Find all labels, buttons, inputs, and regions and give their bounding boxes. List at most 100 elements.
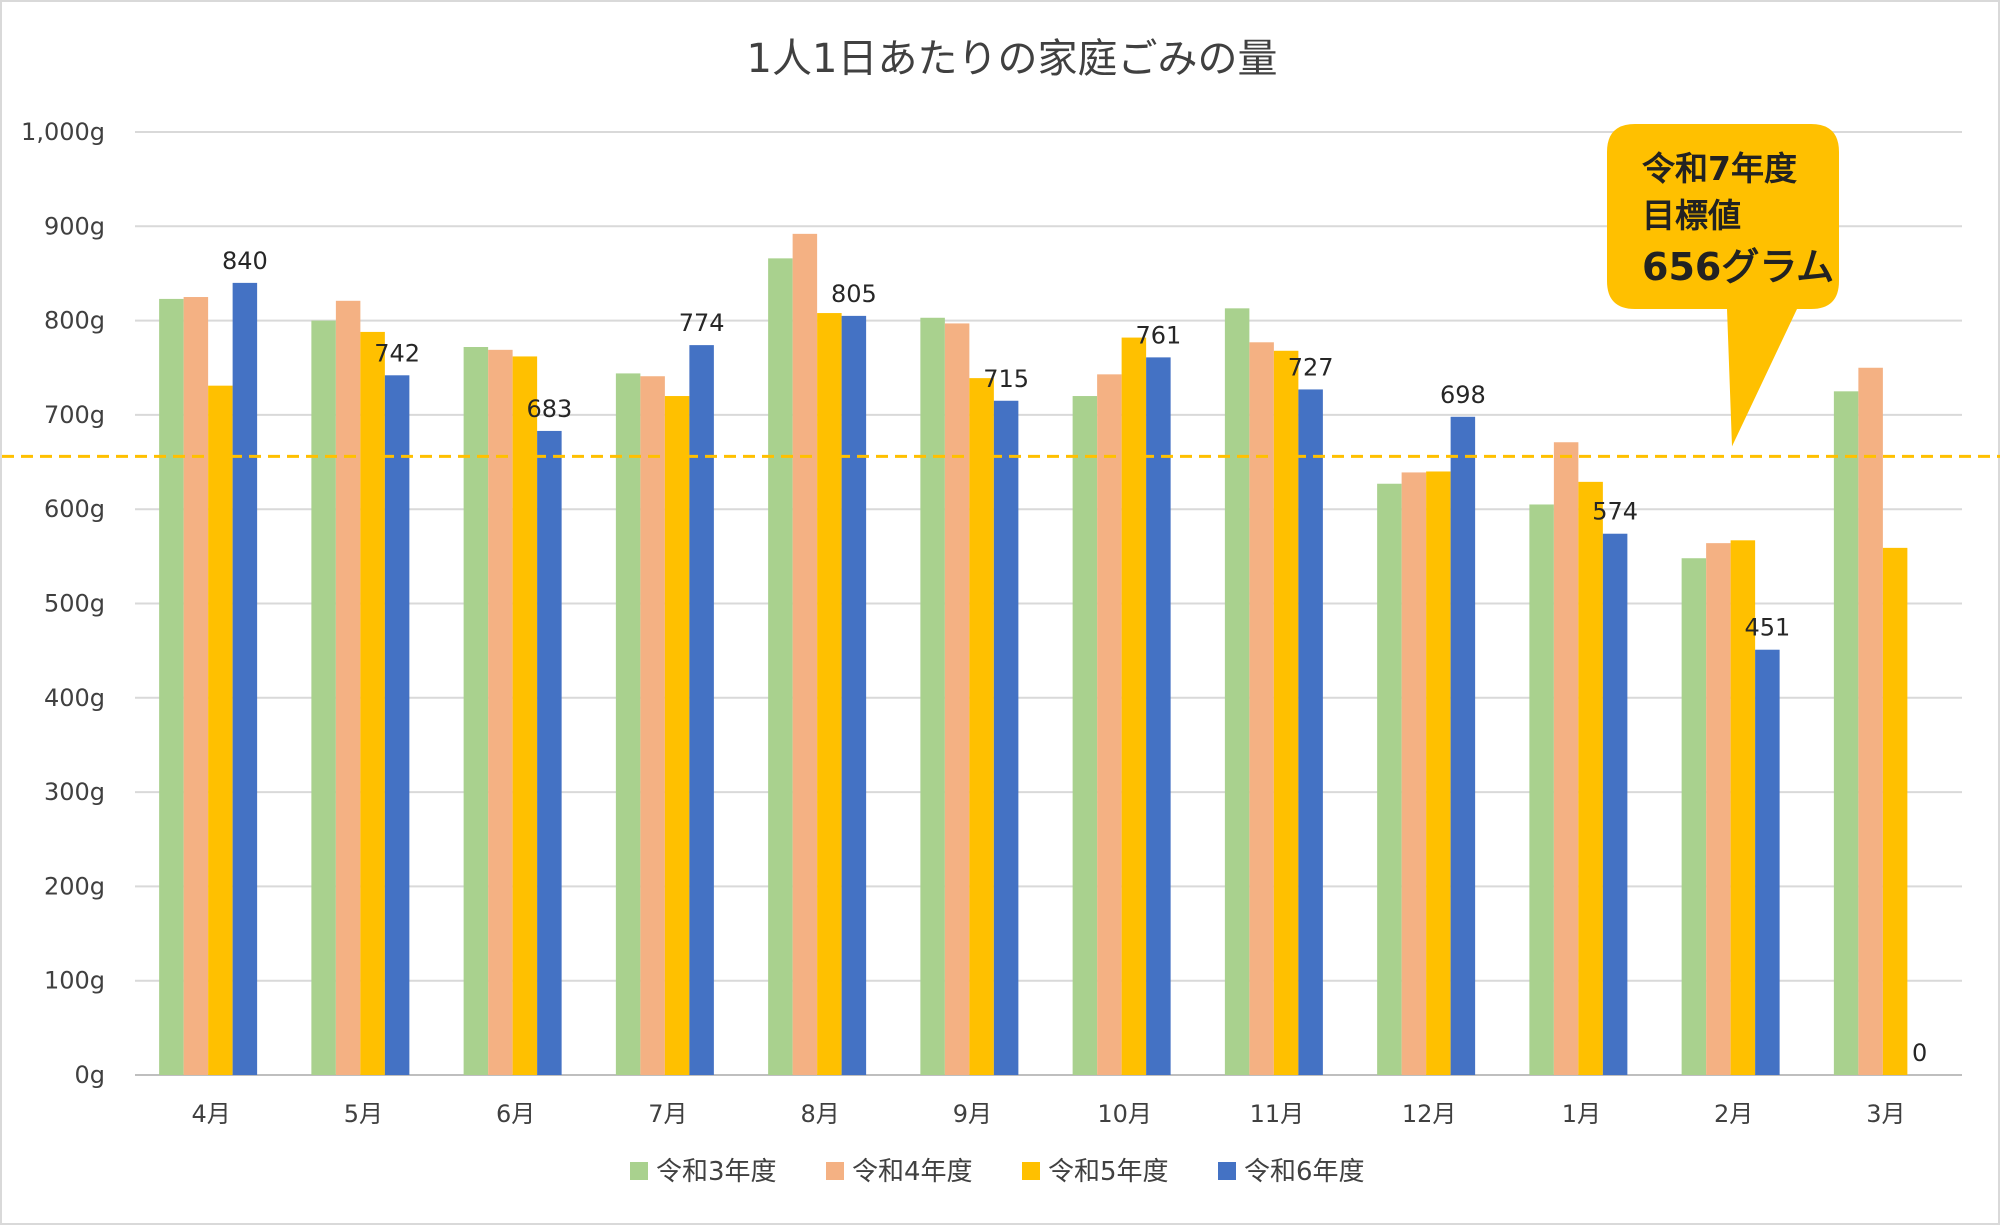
x-tick-label: 10月 <box>1097 1100 1152 1128</box>
bar <box>1249 342 1274 1075</box>
bar <box>920 317 945 1075</box>
x-tick-label: 4月 <box>191 1100 230 1128</box>
bar <box>1426 471 1451 1076</box>
data-label: 727 <box>1288 353 1334 381</box>
x-tick-label: 6月 <box>496 1100 535 1128</box>
x-tick-label: 2月 <box>1714 1100 1753 1128</box>
data-label: 574 <box>1592 498 1638 526</box>
y-tick-label: 900g <box>44 212 105 240</box>
y-tick-label: 300g <box>44 778 105 806</box>
legend-label: 令和3年度 <box>656 1157 777 1187</box>
bar <box>768 258 793 1075</box>
bar <box>1224 308 1250 1075</box>
callout-line-2: 目標値 <box>1642 196 1741 235</box>
bar <box>1097 374 1122 1075</box>
data-label: 742 <box>374 339 420 367</box>
bar <box>792 233 818 1075</box>
callout-line-1: 令和7年度 <box>1642 149 1797 188</box>
bar <box>537 430 562 1075</box>
bar <box>1882 547 1908 1075</box>
bar <box>183 297 209 1075</box>
bar <box>335 300 361 1075</box>
y-axis-ticks: 0g 100g 200g 300g 400g 500g 600g 700g 800g 900g 1,… <box>21 118 105 1089</box>
x-tick-label: 8月 <box>800 1100 839 1128</box>
x-tick-label: 1月 <box>1562 1100 1601 1128</box>
x-tick-label: 11月 <box>1250 1100 1305 1128</box>
bar <box>208 385 233 1075</box>
x-tick-label: 7月 <box>648 1100 687 1128</box>
legend-swatch <box>826 1162 844 1180</box>
bar <box>993 400 1019 1075</box>
bar <box>1755 649 1780 1075</box>
y-tick-label: 700g <box>44 401 105 429</box>
callout-line-3: 656グラム <box>1642 245 1834 289</box>
bars <box>159 233 1908 1076</box>
bar <box>1602 533 1628 1075</box>
x-axis-ticks: 4月 5月 6月 7月 8月 9月 10月 11月 12月 1月 2月 3月 <box>191 1100 1905 1128</box>
bar <box>1450 416 1476 1075</box>
legend-label: 令和6年度 <box>1244 1157 1365 1187</box>
bar <box>1121 337 1147 1076</box>
legend-swatch <box>630 1162 648 1180</box>
data-labels: 840 742 683 774 805 715 761 727 698 574 451 0 <box>222 247 1927 1067</box>
bar <box>689 345 714 1075</box>
bar <box>1706 543 1731 1075</box>
y-tick-label: 200g <box>44 872 105 900</box>
bar <box>1833 391 1859 1075</box>
bar <box>1553 442 1579 1075</box>
data-label: 715 <box>983 365 1029 393</box>
x-tick-label: 12月 <box>1402 1100 1457 1128</box>
bar <box>1529 504 1554 1075</box>
data-label: 451 <box>1744 614 1790 642</box>
bar <box>311 320 336 1076</box>
bar <box>615 373 641 1076</box>
bar <box>159 298 184 1075</box>
bar <box>1072 396 1098 1075</box>
data-label: 0 <box>1912 1039 1927 1067</box>
bar <box>817 313 842 1075</box>
data-label: 774 <box>679 309 725 337</box>
legend-swatch <box>1022 1162 1040 1180</box>
x-tick-label: 5月 <box>344 1100 383 1128</box>
y-tick-label: 0g <box>74 1061 105 1089</box>
bar <box>1273 350 1299 1075</box>
bar <box>1401 472 1427 1076</box>
x-tick-label: 9月 <box>953 1100 992 1128</box>
bar <box>360 331 385 1075</box>
bar <box>512 356 538 1076</box>
chart-title: 1人1日あたりの家庭ごみの量 <box>747 36 1278 82</box>
y-tick-label: 400g <box>44 684 105 712</box>
bar <box>969 378 994 1075</box>
bar <box>1858 367 1883 1075</box>
bar <box>463 347 489 1075</box>
bar <box>1146 357 1171 1075</box>
bar <box>488 349 513 1075</box>
bar <box>1681 558 1707 1075</box>
bar <box>1298 389 1323 1076</box>
data-label: 840 <box>222 247 268 275</box>
legend-swatch <box>1218 1162 1236 1180</box>
bar <box>1578 481 1603 1075</box>
bar <box>1377 483 1402 1075</box>
legend: 令和3年度 令和4年度 令和5年度 令和6年度 <box>630 1157 1365 1187</box>
legend-label: 令和5年度 <box>1048 1157 1169 1187</box>
data-label: 805 <box>831 280 877 308</box>
legend-label: 令和4年度 <box>852 1157 973 1187</box>
y-tick-label: 1,000g <box>21 118 105 146</box>
data-label: 683 <box>526 395 572 423</box>
data-label: 761 <box>1135 321 1181 349</box>
x-tick-label: 3月 <box>1866 1100 1905 1128</box>
bar <box>384 375 410 1075</box>
bar <box>640 376 665 1075</box>
callout-bubble <box>1607 124 1839 447</box>
bar <box>232 282 258 1075</box>
bar <box>944 323 970 1076</box>
bar <box>841 315 867 1075</box>
y-tick-label: 800g <box>44 307 105 335</box>
y-tick-label: 100g <box>44 967 105 995</box>
target-callout: 令和7年度 目標値 656グラム <box>1607 124 1839 447</box>
y-tick-label: 500g <box>44 590 105 618</box>
bar <box>1730 540 1756 1075</box>
y-tick-label: 600g <box>44 495 105 523</box>
